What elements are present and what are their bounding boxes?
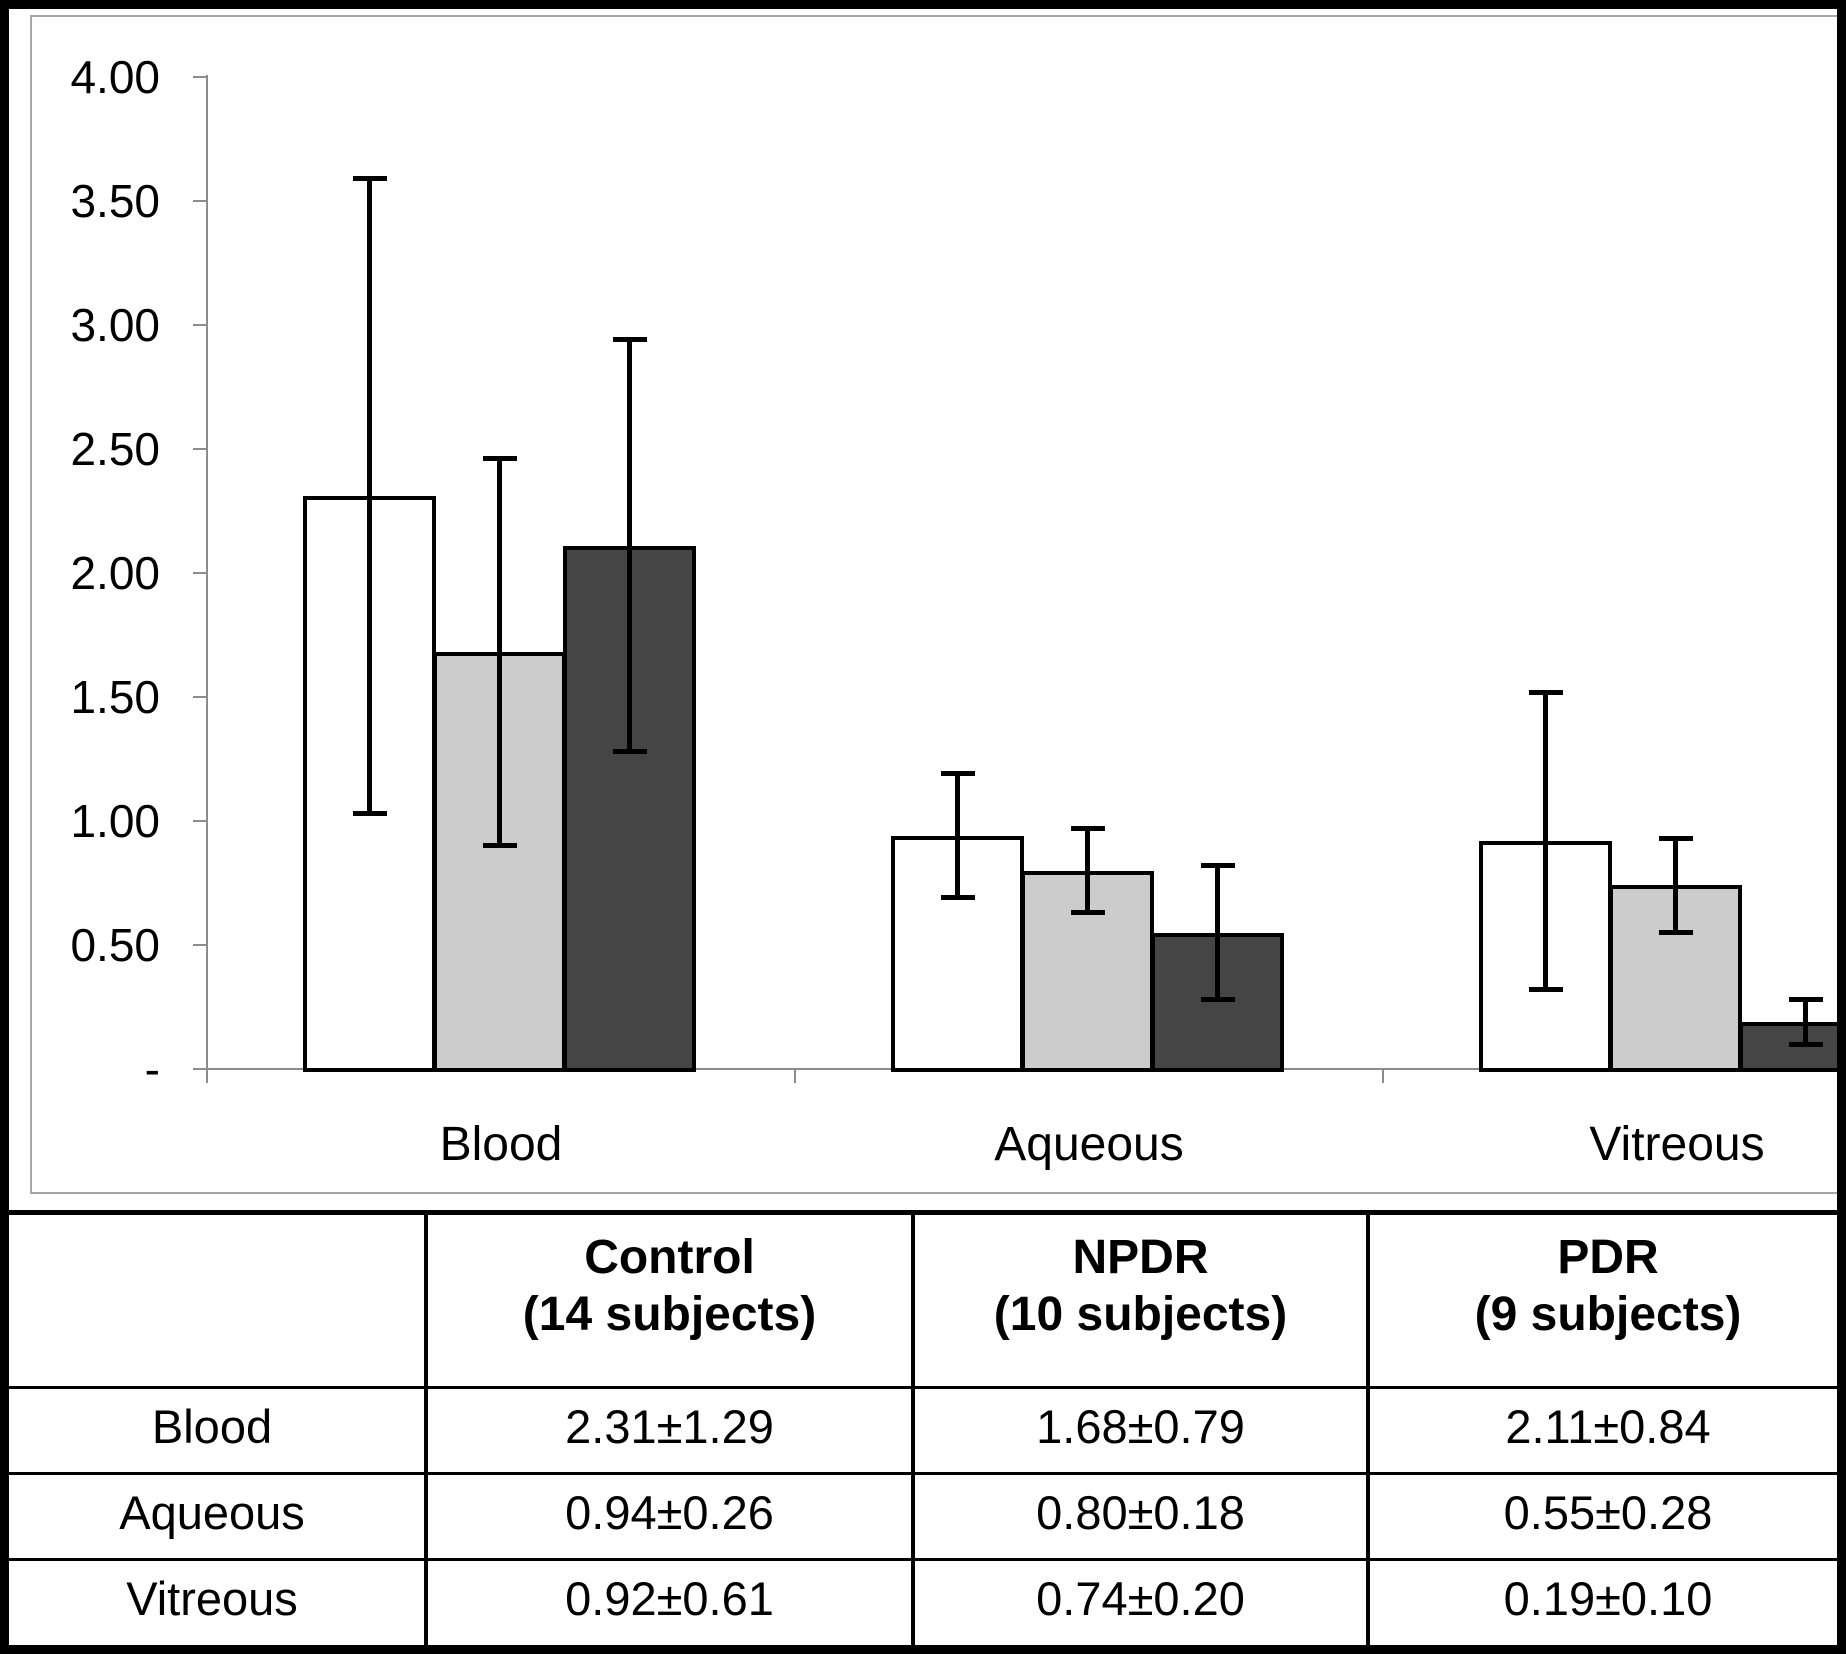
error-bar-aqueous-2 xyxy=(1201,863,1235,1002)
y-axis-tick-0.50 xyxy=(193,944,207,946)
y-axis-tick-1.50 xyxy=(193,696,207,698)
error-bar-vitreous-2 xyxy=(1789,997,1823,1047)
y-axis-tick-2.50 xyxy=(193,448,207,450)
error-bar-aqueous-0 xyxy=(941,771,975,900)
x-category-label-vitreous: Vitreous xyxy=(1589,1118,1765,1171)
error-bar-stem xyxy=(1803,997,1808,1047)
y-tick-label-0.50: 0.50 xyxy=(70,919,160,971)
y-tick-label-1.00: 1.00 xyxy=(70,795,160,847)
error-bar-blood-0 xyxy=(353,176,387,816)
table-header-control: Control (14 subjects) xyxy=(424,1212,913,1389)
cell-vitreous-npdr: 0.74±0.20 xyxy=(911,1559,1368,1646)
table-row-vitreous: Vitreous 0.92±0.61 0.74±0.20 0.19±0.10 xyxy=(0,1559,1846,1646)
error-bar-stem xyxy=(497,456,502,848)
x-category-label-aqueous: Aqueous xyxy=(994,1118,1184,1171)
y-tick-label-2.50: 2.50 xyxy=(70,423,160,475)
error-bar-stem xyxy=(627,337,632,754)
y-axis-tick-4.00 xyxy=(193,76,207,78)
table-row-aqueous: Aqueous 0.94±0.26 0.80±0.18 0.55±0.28 xyxy=(0,1473,1846,1561)
bar-vitreous-2 xyxy=(1739,1022,1846,1072)
bar-chart-plot-area: 4.00 3.50 3.00 2.50 2.00 1.50 1.00 0.50 - Blood Aq… xyxy=(70,51,1846,1171)
error-bar-stem xyxy=(367,176,372,816)
y-tick-label--: - xyxy=(144,1043,160,1095)
cell-blood-npdr: 1.68±0.79 xyxy=(911,1387,1368,1475)
row-label-aqueous: Aqueous xyxy=(0,1473,426,1561)
y-tick-label-4.00: 4.00 xyxy=(70,51,160,103)
table-header-pdr: PDR (9 subjects) xyxy=(1366,1212,1846,1389)
y-tick-label-1.50: 1.50 xyxy=(70,671,160,723)
y-axis-tick-3.50 xyxy=(193,200,207,202)
error-bar-vitreous-1 xyxy=(1659,836,1693,935)
y-tick-label-3.00: 3.00 xyxy=(70,299,160,351)
cell-aqueous-pdr: 0.55±0.28 xyxy=(1366,1473,1846,1561)
cell-vitreous-pdr: 0.19±0.10 xyxy=(1366,1559,1846,1646)
error-bar-stem xyxy=(955,771,960,900)
table-header-row: Control (14 subjects) NPDR (10 subjects)… xyxy=(0,1212,1846,1389)
row-label-blood: Blood xyxy=(0,1387,426,1475)
x-axis-tick-2 xyxy=(1382,1069,1384,1083)
cell-blood-pdr: 2.11±0.84 xyxy=(1366,1387,1846,1475)
cell-aqueous-npdr: 0.80±0.18 xyxy=(911,1473,1368,1561)
x-axis-tick-1 xyxy=(794,1069,796,1083)
error-bar-stem xyxy=(1543,690,1548,992)
error-bar-aqueous-1 xyxy=(1071,826,1105,915)
results-table: Control (14 subjects) NPDR (10 subjects)… xyxy=(0,1210,1846,1646)
y-tick-label-2.00: 2.00 xyxy=(70,547,160,599)
error-bar-blood-2 xyxy=(613,337,647,754)
table-header-npdr: NPDR (10 subjects) xyxy=(911,1212,1368,1389)
cell-blood-control: 2.31±1.29 xyxy=(424,1387,913,1475)
row-label-vitreous: Vitreous xyxy=(126,1572,298,1625)
cell-vitreous-control: 0.92±0.61 xyxy=(424,1559,913,1646)
error-bar-stem xyxy=(1673,836,1678,935)
y-axis-tick-- xyxy=(193,1068,207,1070)
x-axis-tick-origin xyxy=(206,1069,208,1083)
y-tick-label-3.50: 3.50 xyxy=(70,175,160,227)
error-bar-stem xyxy=(1215,863,1220,1002)
error-bar-vitreous-0 xyxy=(1529,690,1563,992)
error-bar-stem xyxy=(1085,826,1090,915)
table-corner-cell xyxy=(0,1212,426,1389)
y-axis-tick-1.00 xyxy=(193,820,207,822)
error-bar-blood-1 xyxy=(483,456,517,848)
x-category-label-blood: Blood xyxy=(439,1118,563,1171)
table-row-blood: Blood 2.31±1.29 1.68±0.79 2.11±0.84 xyxy=(0,1387,1846,1475)
y-axis-line xyxy=(206,75,208,1069)
y-axis-tick-3.00 xyxy=(193,324,207,326)
y-axis-tick-2.00 xyxy=(193,572,207,574)
cell-aqueous-control: 0.94±0.26 xyxy=(424,1473,913,1561)
